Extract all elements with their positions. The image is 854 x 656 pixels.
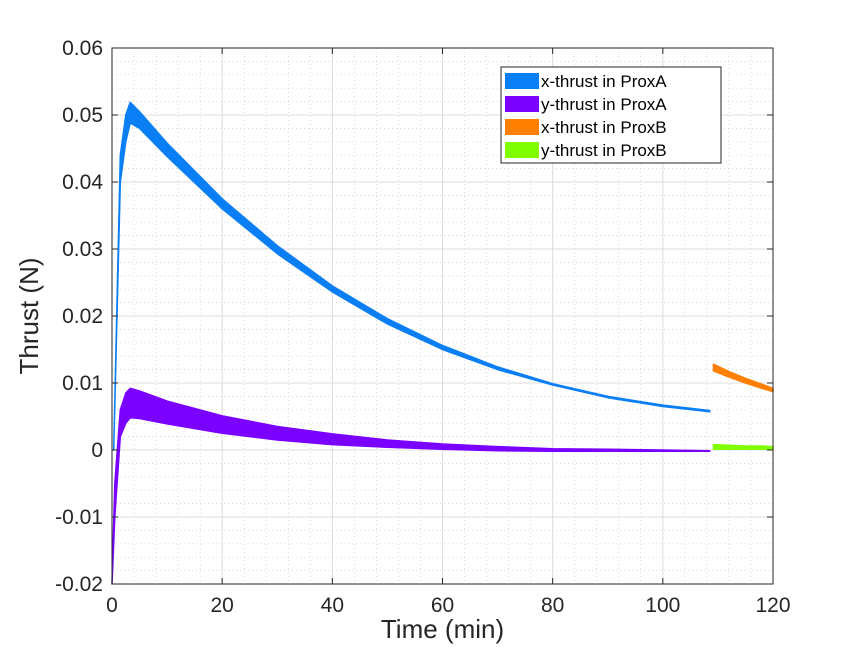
legend-swatch [505, 142, 539, 158]
y-tick-label: -0.01 [55, 506, 103, 529]
legend-swatch [505, 96, 539, 112]
x-tick-label: 60 [431, 594, 454, 617]
y-tick-label: 0.02 [62, 305, 103, 328]
series-band-1 [111, 387, 711, 585]
y-tick-label: 0.03 [62, 238, 103, 261]
x-tick-label: 40 [321, 594, 344, 617]
legend-entry-label: x-thrust in ProxA [541, 72, 667, 91]
y-tick-label: 0.01 [62, 372, 103, 395]
series-band-0 [112, 101, 711, 451]
x-tick-label: 20 [210, 594, 233, 617]
legend-swatch [505, 73, 539, 89]
legend: x-thrust in ProxA y-thrust in ProxA x-thru… [500, 66, 722, 164]
x-tick-label: 100 [645, 594, 680, 617]
y-tick-label: 0.06 [62, 37, 103, 60]
y-tick-label: 0.04 [62, 171, 103, 194]
legend-swatch [505, 119, 539, 135]
x-tick-label: 80 [541, 594, 564, 617]
y-tick-label: 0.05 [62, 104, 103, 127]
legend-entry-label: y-thrust in ProxA [541, 95, 667, 114]
series-layer [111, 101, 774, 585]
x-tick-label: 120 [755, 594, 790, 617]
y-tick-label: 0 [91, 439, 103, 462]
x-axis-label: Time (min) [381, 614, 504, 644]
legend-entry-label: y-thrust in ProxB [541, 141, 667, 160]
x-tick-labels: 0 20 40 60 80 100 120 [106, 594, 790, 617]
axis-ticks [111, 47, 774, 585]
y-tick-label: -0.02 [55, 573, 103, 596]
y-tick-labels: -0.02 -0.01 0 0.01 0.02 0.03 0.04 0.05 0.06 [55, 37, 103, 596]
y-axis-label: Thrust (N) [14, 258, 44, 375]
x-tick-label: 0 [106, 594, 118, 617]
legend-entry-label: x-thrust in ProxB [541, 118, 667, 137]
